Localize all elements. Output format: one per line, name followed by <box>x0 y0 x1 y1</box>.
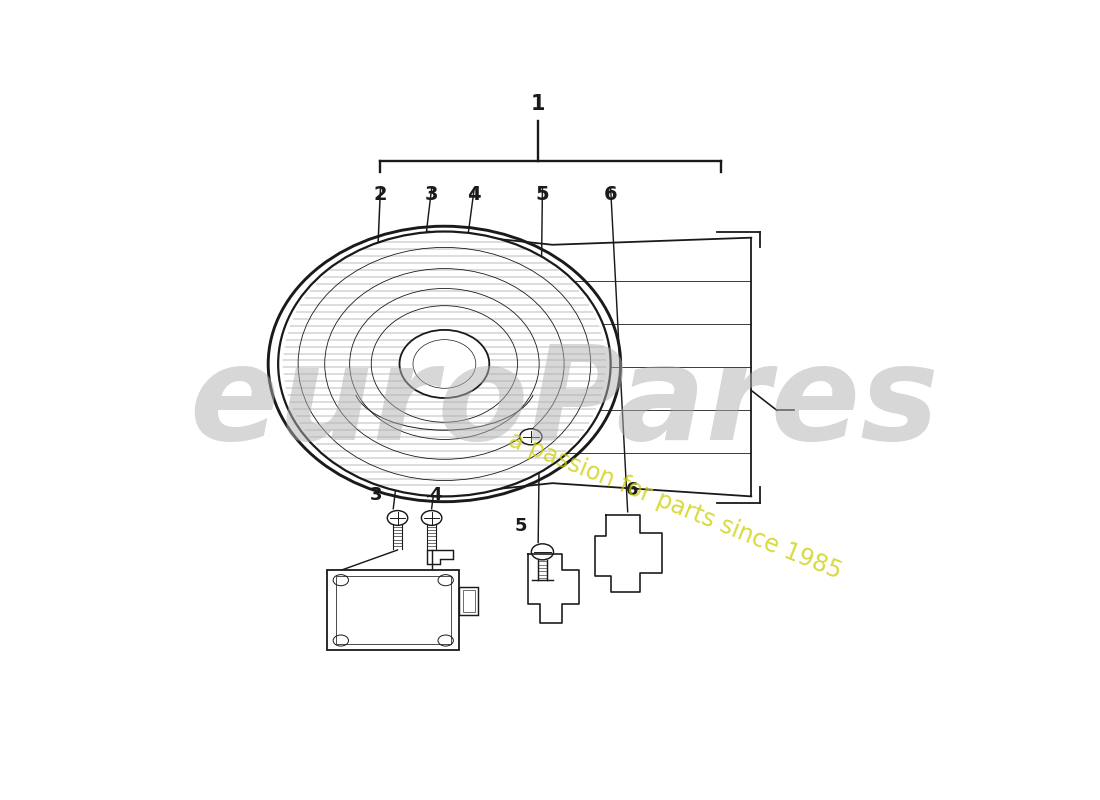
Text: 2: 2 <box>374 186 387 204</box>
Circle shape <box>531 544 553 560</box>
Text: 5: 5 <box>536 186 549 204</box>
Text: 4: 4 <box>430 486 442 505</box>
Ellipse shape <box>399 330 490 398</box>
Text: 3: 3 <box>370 486 383 505</box>
Ellipse shape <box>278 231 610 496</box>
FancyBboxPatch shape <box>460 587 478 615</box>
Text: 1: 1 <box>531 94 546 114</box>
Text: 3: 3 <box>425 186 439 204</box>
Text: 4: 4 <box>468 186 481 204</box>
Circle shape <box>520 429 542 445</box>
Text: a passion for parts since 1985: a passion for parts since 1985 <box>505 428 845 584</box>
Circle shape <box>387 510 408 526</box>
Text: 6: 6 <box>604 186 617 204</box>
FancyBboxPatch shape <box>327 570 460 650</box>
Circle shape <box>421 510 442 526</box>
Text: 6: 6 <box>626 482 638 499</box>
Text: euroPares: euroPares <box>189 341 938 467</box>
Text: 5: 5 <box>515 517 527 534</box>
